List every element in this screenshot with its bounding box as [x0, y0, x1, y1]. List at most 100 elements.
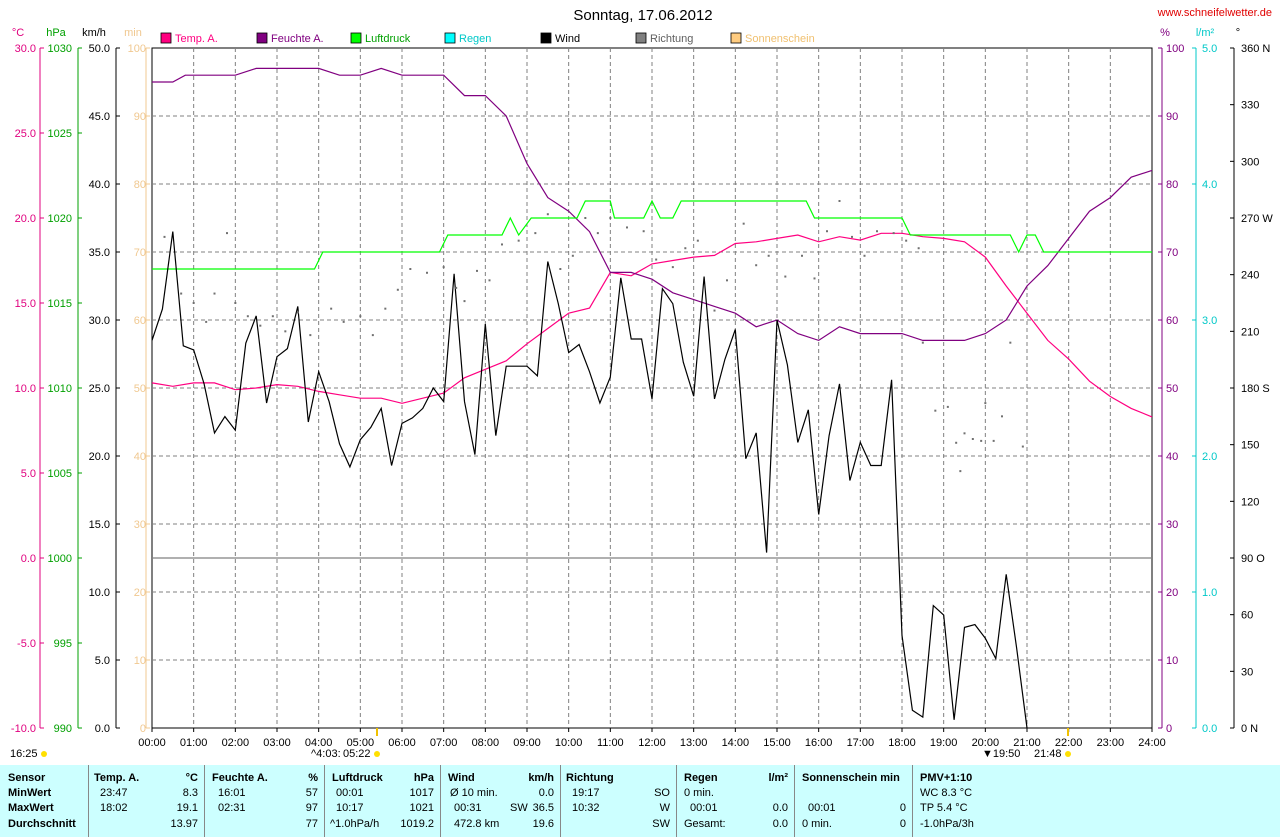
humidity-tick-label: 40 — [1166, 451, 1178, 463]
x-tick-label: 08:00 — [472, 737, 500, 749]
legend-swatch — [540, 32, 552, 44]
direction-point — [1009, 341, 1012, 344]
direction-point — [501, 243, 503, 246]
stats-max-label: MaxWert — [8, 802, 54, 814]
sun-tick-label: 0 — [140, 723, 146, 735]
direction-tick-label: 330 — [1241, 100, 1259, 112]
stats-rain: Regen l/m² 0 min. 00:01 0.0 Gesamt: 0.0 — [676, 765, 794, 837]
wind-tick-label: 15.0 — [89, 519, 110, 531]
stats-rain-max: 0.0 — [772, 802, 788, 814]
temp-tick-label: 5.0 — [21, 468, 36, 480]
pressure-tick-label: 1010 — [48, 383, 72, 395]
x-tick-label: 20:00 — [972, 737, 1000, 749]
stats-rain-total-label: Gesamt: — [684, 818, 726, 830]
direction-point — [559, 268, 562, 270]
direction-point — [259, 324, 262, 327]
x-tick-label: 13:00 — [680, 737, 708, 749]
stats-pmv-trend: -1.0hPa/3h — [920, 818, 974, 830]
stats-pressure-max-time: 10:17 — [336, 802, 364, 814]
stats-sensor: Sensor MinWert MaxWert Durchschnitt — [0, 765, 88, 837]
direction-point — [476, 269, 478, 272]
dawn-label: ^4:03: — [311, 748, 341, 760]
humidity-tick-label: 20 — [1166, 587, 1178, 599]
rain-tick-label: 1.0 — [1202, 587, 1217, 599]
x-tick-label: 01:00 — [180, 737, 208, 749]
stats-pressure-max: 1021 — [409, 802, 434, 814]
stats-temp-max-time: 18:02 — [100, 802, 128, 814]
wind-unit-label: km/h — [82, 27, 106, 39]
stats-rain-unit: l/m² — [768, 772, 788, 784]
x-tick-label: 07:00 — [430, 737, 458, 749]
legend-label: Temp. A. — [175, 33, 218, 45]
sun-tick-label: 10 — [134, 655, 146, 667]
sun-tick-label: 40 — [134, 451, 146, 463]
direction-point — [488, 279, 491, 282]
direction-point — [359, 315, 362, 318]
stats-pressure-trend: ^1.0hPa/h — [330, 818, 380, 830]
x-tick-label: 06:00 — [388, 737, 416, 749]
stats-wind-max-time: 00:31 — [454, 802, 482, 814]
x-tick-label: 19:00 — [930, 737, 958, 749]
stats-min-label: MinWert — [8, 787, 52, 799]
direction-point — [726, 279, 728, 282]
pressure-tick-label: 1025 — [48, 128, 72, 140]
sunrise-label: 05:22 — [343, 748, 371, 760]
legend-label: Sonnenschein — [745, 33, 815, 45]
direction-point — [892, 232, 895, 235]
direction-point — [742, 222, 745, 225]
weather-chart: 00:00 01:00 02:00 03:00 04:00 05:00 06:00 07:00… — [10, 7, 1273, 760]
humidity-tick-label: 0 — [1166, 723, 1172, 735]
chart-legend: Temp. A. Feuchte A. Luftdruck Regen Wind Rich… — [160, 32, 815, 45]
direction-point — [992, 439, 995, 442]
direction-point — [330, 307, 333, 310]
series-line-wind — [151, 231, 1028, 729]
legend-swatch — [444, 32, 456, 44]
direction-tick-label: 120 — [1241, 496, 1259, 508]
direction-point — [767, 254, 770, 257]
stats-pmv-dewpoint: TP 5.4 °C — [920, 802, 968, 814]
wind-tick-label: 0.0 — [95, 723, 110, 735]
pressure-unit-label: hPa — [46, 27, 66, 39]
x-tick-label: 21:00 — [1013, 737, 1041, 749]
stats-direction-max: W — [659, 802, 670, 814]
temp-tick-label: 10.0 — [15, 383, 36, 395]
direction-point — [296, 311, 299, 314]
direction-point — [442, 266, 445, 269]
stats-sensor-title: Sensor — [8, 772, 46, 784]
watermark-link[interactable]: www.schneifelwetter.de — [1157, 7, 1272, 19]
direction-point — [863, 254, 866, 257]
direction-point — [984, 402, 987, 405]
direction-point — [905, 239, 908, 242]
wind-tick-label: 50.0 — [89, 43, 110, 55]
rain-tick-label: 0.0 — [1202, 723, 1217, 735]
direction-tick-label: 150 — [1241, 440, 1259, 452]
wind-tick-label: 45.0 — [89, 111, 110, 123]
stats-temp-max: 19.1 — [176, 802, 198, 814]
stats-humidity-min: 57 — [305, 787, 318, 799]
humidity-tick-label: 30 — [1166, 519, 1178, 531]
direction-point — [851, 235, 853, 238]
stats-humidity-max-time: 02:31 — [218, 802, 246, 814]
legend-label: Wind — [555, 33, 580, 45]
x-tick-label: 10:00 — [555, 737, 583, 749]
stats-pmv-title: PMV+1:10 — [920, 772, 973, 784]
stats-temp-min: 8.3 — [182, 787, 198, 799]
pressure-tick-label: 1015 — [48, 298, 72, 310]
x-tick-label: 03:00 — [263, 737, 291, 749]
stats-sun: Sonnenschein min 00:01 0 0 min. 0 — [794, 765, 912, 837]
direction-point — [463, 300, 466, 303]
x-tick-label: 16:00 — [805, 737, 833, 749]
sun-tick-label: 90 — [134, 111, 146, 123]
direction-tick-label: 360 N — [1241, 43, 1270, 55]
pressure-tick-label: 1030 — [48, 43, 72, 55]
sunset-icon — [1065, 751, 1071, 757]
direction-tick-label: 90 O — [1241, 553, 1265, 565]
direction-point — [1021, 445, 1024, 448]
direction-tick-label: 210 — [1241, 326, 1259, 338]
temp-tick-label: 0.0 — [21, 553, 36, 565]
stats-wind-unit: km/h — [528, 772, 554, 784]
stats-avg-label: Durchschnitt — [8, 818, 76, 830]
wind-tick-label: 35.0 — [89, 247, 110, 259]
stats-humidity-max: 97 — [305, 802, 318, 814]
temp-unit-label: °C — [12, 27, 24, 39]
